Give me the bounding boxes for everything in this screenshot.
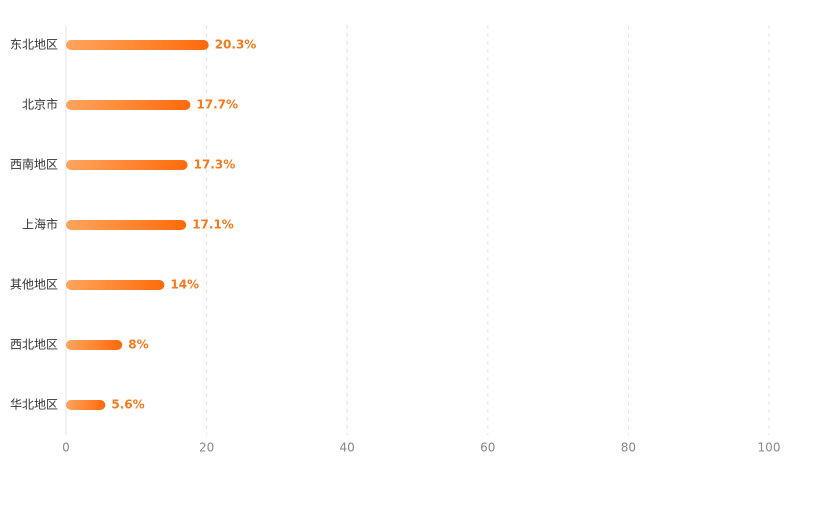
y-tick-label: 东北地区: [10, 38, 58, 52]
value-label: 8%: [128, 338, 148, 352]
bar: [66, 280, 165, 290]
bar: [66, 340, 123, 350]
x-tick-label: 100: [758, 441, 781, 455]
value-label: 5.6%: [111, 398, 144, 412]
value-label: 14%: [170, 278, 199, 292]
x-tick-label: 80: [621, 441, 636, 455]
value-label: 17.1%: [192, 218, 234, 232]
y-tick-label: 北京市: [22, 97, 58, 112]
value-label: 17.3%: [194, 158, 236, 172]
y-tick-label: 上海市: [22, 217, 58, 232]
x-tick-label: 60: [480, 441, 495, 455]
y-tick-label: 西南地区: [10, 157, 58, 172]
value-label: 20.3%: [215, 38, 257, 52]
x-tick-label: 40: [340, 441, 355, 455]
y-tick-label: 其他地区: [10, 278, 58, 292]
x-tick-label: 0: [62, 441, 70, 455]
x-tick-label: 20: [199, 441, 214, 455]
bar: [66, 40, 209, 50]
bar: [66, 100, 191, 110]
bar: [66, 160, 188, 170]
bar: [66, 220, 187, 230]
y-tick-label: 华北地区: [10, 398, 58, 412]
y-tick-label: 西北地区: [10, 338, 58, 352]
value-label: 17.7%: [196, 98, 238, 112]
bar: [66, 400, 106, 410]
